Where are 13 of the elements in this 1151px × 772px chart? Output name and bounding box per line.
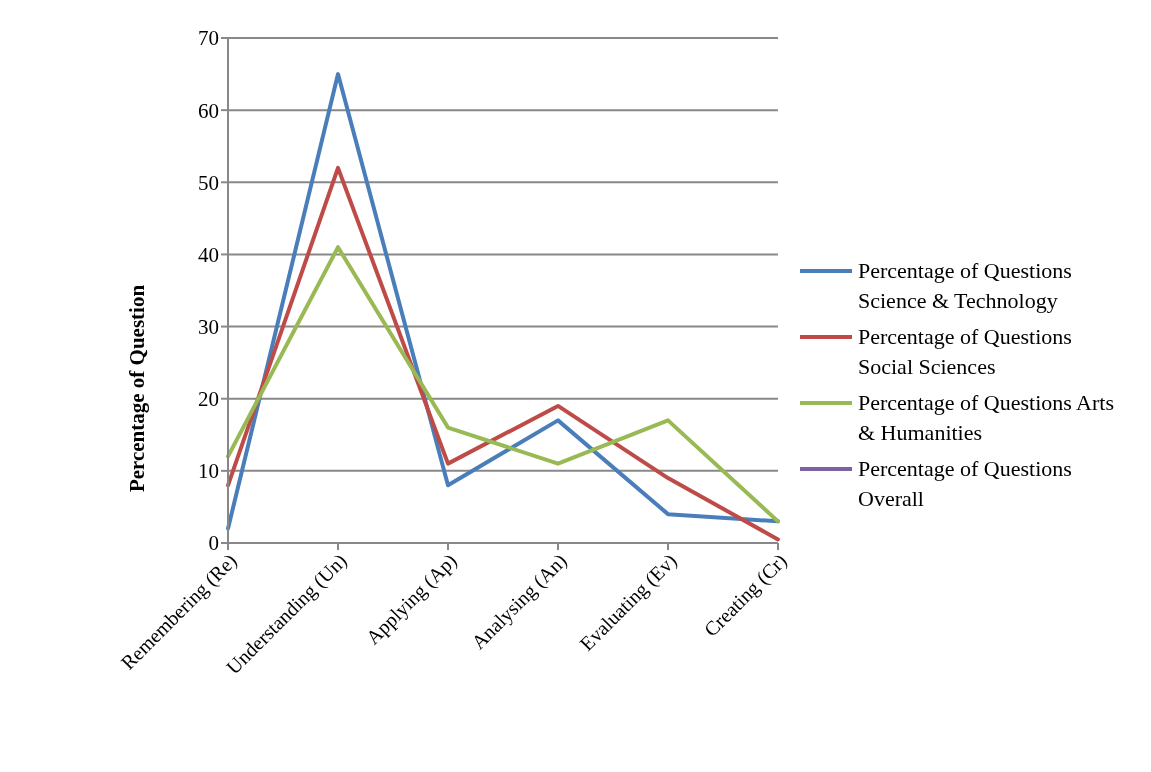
legend-label: Percentage of Questions Overall <box>858 455 1073 513</box>
y-tick-label: 60 <box>198 98 219 123</box>
y-tick-label: 30 <box>198 315 219 340</box>
legend-label: Percentage of Questions Social Sciences <box>858 323 1073 381</box>
y-tick-label: 10 <box>198 459 219 484</box>
legend-label: Percentage of Questions Science & Technology <box>858 257 1073 315</box>
y-axis-title: Percentage of Question <box>125 284 151 492</box>
legend-label: Percentage of Questions Arts & Humanities <box>858 389 1115 447</box>
y-tick-label: 0 <box>208 531 219 556</box>
y-tick-label: 40 <box>198 242 219 267</box>
y-tick-label: 20 <box>198 387 219 412</box>
y-tick-label: 50 <box>198 170 219 195</box>
y-tick-label: 70 <box>198 26 219 51</box>
